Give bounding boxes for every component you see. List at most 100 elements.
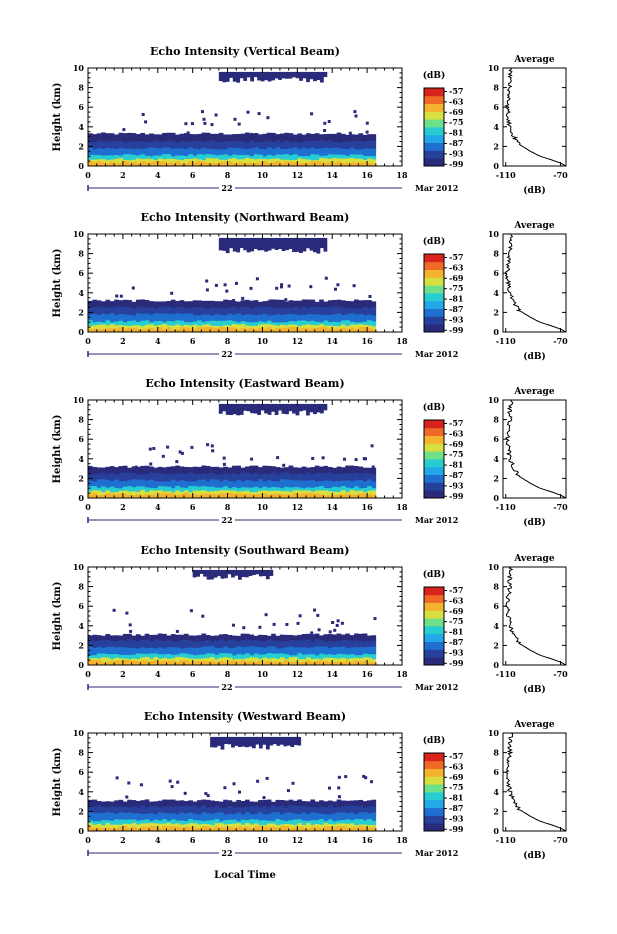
heatmap-cell [253, 315, 259, 323]
heatmap-cell [301, 314, 307, 323]
average-y-tick-label: 4 [493, 621, 499, 631]
heatmap-cell [197, 635, 202, 642]
heatmap-cell [258, 820, 263, 826]
heatmap-cell [231, 134, 237, 143]
heatmap-cell [127, 148, 132, 157]
heatmap-cell [332, 634, 337, 642]
colorbar-segment [424, 468, 444, 472]
heatmap-cell [362, 472, 368, 482]
colorbar-segment [424, 265, 444, 269]
heatmap-cell [170, 148, 176, 157]
heatmap-cell [245, 328, 250, 332]
heatmap-cell [205, 148, 211, 157]
heatmap-cell [122, 328, 128, 332]
heatmap-cell [297, 320, 302, 327]
heatmap-cell [292, 300, 298, 309]
upper-echo-cell [320, 403, 324, 414]
heatmap-cell [284, 812, 289, 822]
heatmap-cell [214, 474, 220, 482]
heatmap-cell [354, 472, 359, 482]
heatmap-cell [179, 466, 185, 475]
heatmap-cell [266, 306, 272, 316]
heatmap-cell [292, 640, 298, 649]
heatmap-cell [249, 140, 255, 150]
heatmap-cell [162, 633, 167, 642]
heatmap-cell [262, 481, 268, 489]
heatmap-cell [354, 141, 359, 150]
heatmap-cell [367, 494, 372, 498]
echo-speck [362, 774, 366, 778]
heatmap-cell [240, 154, 246, 161]
average-y-tick-label: 2 [493, 640, 499, 650]
heatmap-cell [218, 823, 224, 829]
heatmap-cell [314, 486, 320, 493]
upper-echo-cell [218, 237, 223, 251]
colorbar-segment [424, 657, 444, 660]
heatmap-cell [218, 487, 224, 493]
heatmap-cell [162, 819, 167, 826]
average-title: Average [513, 387, 554, 397]
heatmap-cell [118, 812, 124, 822]
heatmap-cell [275, 134, 281, 143]
heatmap-cell [197, 641, 202, 649]
heatmap-cell [292, 819, 298, 826]
average-x-tick-label: -110 [496, 835, 516, 845]
heatmap-cell [362, 162, 368, 166]
echo-speck [272, 622, 276, 626]
echo-speck [309, 285, 313, 289]
x-tick-label: 8 [225, 336, 231, 346]
heatmap-cell [149, 661, 154, 665]
heatmap-cell [149, 479, 154, 489]
echo-speck [335, 624, 339, 627]
colorbar-segment [424, 314, 444, 317]
colorbar-segment [424, 119, 444, 122]
heatmap-cell [358, 324, 364, 330]
heatmap-cell [179, 313, 185, 323]
heatmap-cell [101, 141, 106, 150]
heatmap-cell [340, 320, 346, 327]
heatmap-cell [306, 480, 311, 489]
colorbar-segment [424, 753, 444, 756]
heatmap-cell [367, 467, 372, 475]
upper-echo-cell [267, 237, 272, 251]
heatmap-cell [109, 155, 115, 161]
heatmap-cell [153, 826, 159, 831]
heatmap-cell [327, 640, 333, 649]
heatmap-cell [127, 300, 132, 309]
heatmap-cell [301, 299, 307, 309]
colorbar-segment [424, 807, 444, 810]
colorbar-segment [424, 633, 444, 637]
heatmap-cell [131, 819, 137, 826]
colorbar-segment [424, 466, 444, 470]
heatmap-cell [188, 325, 193, 330]
heatmap-cell [92, 824, 98, 829]
heatmap-cell [258, 314, 263, 323]
heatmap-cell [214, 801, 220, 808]
echo-speck [371, 465, 375, 469]
heatmap-cell [179, 494, 185, 498]
echo-speck [370, 444, 374, 448]
heatmap-cell [249, 133, 255, 143]
heatmap-cell [183, 466, 189, 475]
heatmap-cell [349, 473, 355, 482]
heatmap-cell [197, 814, 202, 822]
heatmap-cell [170, 325, 176, 330]
heatmap-cell [201, 658, 207, 663]
upper-echo-cell [320, 237, 324, 249]
heatmap-cell [114, 635, 119, 642]
colorbar-segment [424, 790, 444, 793]
heatmap-cell [367, 800, 372, 808]
heatmap-cell [306, 647, 311, 656]
heatmap-cell [205, 465, 211, 475]
heatmap-cell [170, 466, 176, 475]
heatmap-cell [218, 315, 224, 323]
heatmap-cell [297, 640, 302, 649]
average-y-tick-label: 4 [493, 122, 499, 132]
echo-speck [223, 786, 227, 790]
heatmap-cell [149, 161, 154, 166]
heatmap-cell [288, 141, 294, 150]
heatmap-cell [231, 660, 237, 665]
heatmap-cell [354, 154, 359, 161]
echo-speck [128, 623, 132, 627]
heatmap-cell [205, 653, 211, 660]
